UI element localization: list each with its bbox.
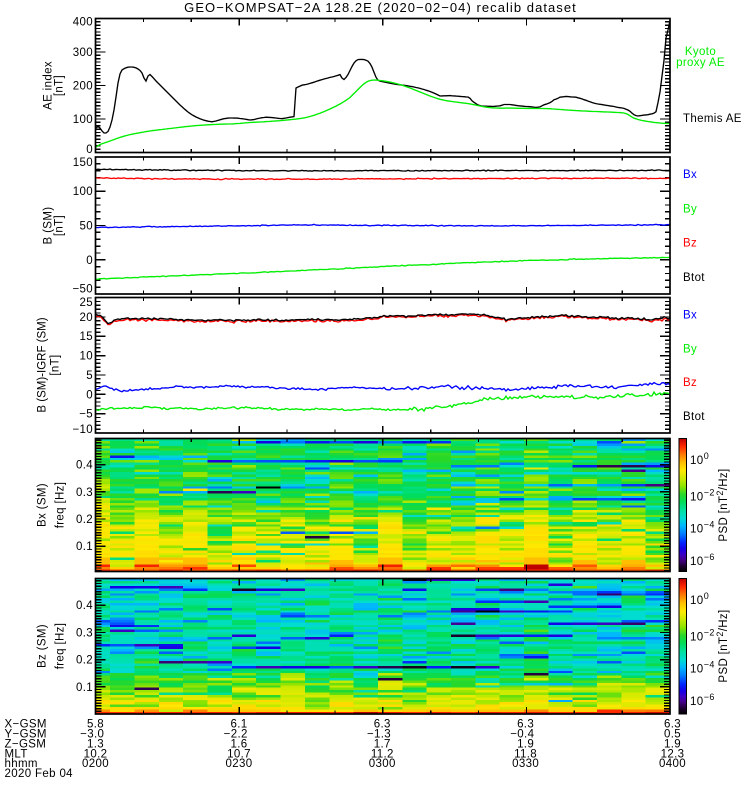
svg-text:300: 300 (73, 47, 93, 59)
svg-text:2020 Feb 04: 2020 Feb 04 (5, 768, 74, 780)
svg-text:25: 25 (80, 297, 94, 309)
svg-text:0.4: 0.4 (76, 460, 93, 472)
svg-text:10: 10 (690, 595, 704, 607)
svg-text:PSD [nT2/Hz]: PSD [nT2/Hz] (715, 468, 730, 541)
svg-text:0.2: 0.2 (76, 514, 93, 526)
svg-text:[nT]: [nT] (54, 215, 66, 236)
svg-text:−4: −4 (704, 520, 715, 530)
svg-text:10: 10 (690, 696, 704, 708)
svg-text:B (SM)-IGRF (SM): B (SM)-IGRF (SM) (37, 317, 49, 412)
svg-text:10: 10 (80, 351, 94, 363)
svg-text:[nT]: [nT] (54, 75, 66, 96)
svg-text:B (SM): B (SM) (43, 207, 55, 245)
svg-text:hhmm: hhmm (5, 758, 38, 770)
svg-text:−2: −2 (704, 628, 715, 638)
svg-text:Z−GSM: Z−GSM (5, 738, 47, 750)
svg-text:0: 0 (86, 389, 93, 401)
svg-text:0300: 0300 (369, 758, 396, 770)
svg-text:0.4: 0.4 (76, 600, 93, 612)
svg-text:0.1: 0.1 (76, 682, 93, 694)
svg-text:150: 150 (73, 157, 93, 169)
svg-text:0.2: 0.2 (76, 655, 93, 667)
svg-text:11.2: 11.2 (371, 748, 394, 760)
svg-text:−10: −10 (72, 424, 93, 436)
svg-text:Bx (SM): Bx (SM) (37, 483, 49, 527)
svg-text:0.5: 0.5 (664, 729, 681, 741)
svg-text:0330: 0330 (512, 758, 539, 770)
svg-text:10: 10 (690, 455, 704, 467)
svg-text:20: 20 (80, 312, 94, 324)
svg-text:12.3: 12.3 (661, 748, 685, 760)
svg-text:11.8: 11.8 (514, 748, 537, 760)
svg-text:Themis AE: Themis AE (683, 113, 742, 125)
svg-text:Bz: Bz (683, 238, 697, 250)
svg-text:−3.0: −3.0 (80, 729, 104, 741)
svg-text:100: 100 (73, 186, 93, 198)
svg-text:400: 400 (73, 17, 93, 29)
svg-text:Btot: Btot (683, 272, 705, 284)
svg-text:0400: 0400 (659, 758, 686, 770)
svg-text:0: 0 (86, 144, 93, 156)
svg-text:0230: 0230 (226, 758, 253, 770)
svg-text:Bx: Bx (683, 309, 697, 321)
svg-text:1.9: 1.9 (517, 738, 534, 750)
svg-text:−2: −2 (704, 488, 715, 498)
svg-text:−1.3: −1.3 (367, 729, 391, 741)
svg-text:6.3: 6.3 (374, 719, 391, 731)
svg-text:1.6: 1.6 (230, 738, 247, 750)
svg-text:−2.2: −2.2 (224, 729, 248, 741)
svg-text:5.8: 5.8 (87, 719, 104, 731)
svg-text:0.3: 0.3 (76, 487, 93, 499)
svg-text:By: By (683, 343, 697, 355)
svg-text:10.2: 10.2 (84, 748, 108, 760)
svg-text:Bx: Bx (683, 169, 697, 181)
svg-text:5: 5 (86, 370, 93, 382)
svg-text:0.3: 0.3 (76, 627, 93, 639)
svg-text:−0.4: −0.4 (510, 729, 534, 741)
svg-text:1.9: 1.9 (664, 738, 681, 750)
svg-text:1.3: 1.3 (87, 738, 104, 750)
svg-text:freq [Hz]: freq [Hz] (55, 482, 67, 529)
svg-text:0: 0 (86, 255, 93, 267)
svg-text:0: 0 (704, 451, 709, 461)
svg-text:AE index: AE index (43, 61, 55, 110)
svg-text:freq [Hz]: freq [Hz] (55, 623, 67, 670)
svg-text:Bz: Bz (683, 377, 697, 389)
svg-text:−4: −4 (704, 660, 715, 670)
svg-text:10: 10 (690, 492, 704, 504)
svg-text:10: 10 (690, 632, 704, 644)
svg-text:1.7: 1.7 (374, 738, 391, 750)
svg-text:−6: −6 (704, 552, 715, 562)
svg-text:[nT]: [nT] (50, 354, 62, 375)
svg-text:10.7: 10.7 (227, 748, 251, 760)
svg-text:proxy AE: proxy AE (676, 57, 725, 69)
svg-text:−6: −6 (704, 692, 715, 702)
svg-text:MLT: MLT (5, 748, 28, 760)
svg-text:Btot: Btot (683, 411, 705, 423)
svg-text:50: 50 (80, 221, 94, 233)
svg-text:6.3: 6.3 (517, 719, 534, 731)
svg-text:Y−GSM: Y−GSM (5, 729, 47, 741)
svg-text:GEO−KOMPSAT−2A 128.2E (2020−02: GEO−KOMPSAT−2A 128.2E (2020−02−04) recal… (184, 0, 577, 15)
svg-text:0.1: 0.1 (76, 541, 93, 553)
svg-text:Bz (SM): Bz (SM) (37, 624, 49, 668)
svg-text:−50: −50 (72, 284, 93, 296)
svg-text:−5: −5 (79, 409, 93, 421)
svg-text:6.3: 6.3 (664, 719, 681, 731)
svg-text:Kyoto: Kyoto (685, 46, 716, 58)
svg-text:6.1: 6.1 (230, 719, 247, 731)
svg-text:By: By (683, 203, 697, 215)
svg-text:10: 10 (690, 664, 704, 676)
svg-text:10: 10 (690, 556, 704, 568)
svg-text:10: 10 (690, 524, 704, 536)
svg-text:15: 15 (80, 331, 94, 343)
svg-text:100: 100 (73, 114, 93, 126)
svg-text:X−GSM: X−GSM (5, 719, 47, 731)
svg-text:0200: 0200 (82, 758, 109, 770)
svg-text:0: 0 (704, 591, 709, 601)
svg-text:PSD [nT2/Hz]: PSD [nT2/Hz] (715, 609, 730, 682)
svg-text:200: 200 (73, 81, 93, 93)
